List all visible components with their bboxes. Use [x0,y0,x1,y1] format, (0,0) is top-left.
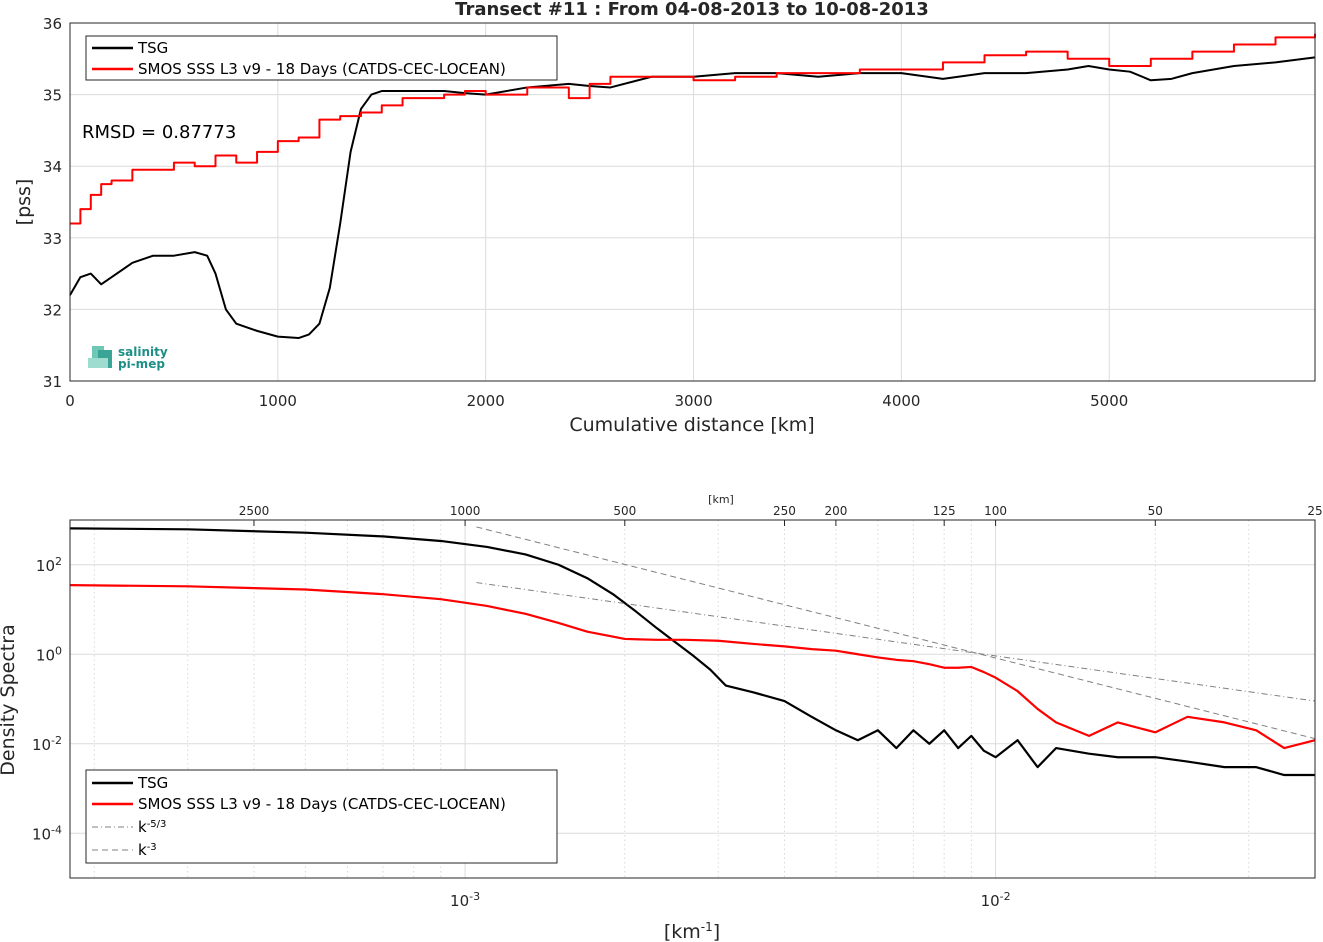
bottom-top-tick-label: 25 [1307,504,1322,518]
bottom-series-k3-line [476,526,1316,740]
top-y-tick-label: 35 [43,87,62,105]
bottom-legend-label-smos: SMOS SSS L3 v9 - 18 Days (CATDS-CEC-LOCE… [138,795,506,813]
bottom-top-tick-label: 50 [1148,504,1163,518]
salinity-transect-chart: 0 1000 2000 3000 4000 5000 31 32 33 34 35 36 Transe… [13,0,1316,436]
bottom-legend: TSG SMOS SSS L3 v9 - 18 Days (CATDS-CEC-… [85,769,558,864]
bottom-y-tick-label: 102 [36,554,62,575]
bottom-series-lines [69,526,1316,777]
bottom-top-tick-label: 100 [984,504,1007,518]
top-x-tick-label: 2000 [467,392,505,410]
bottom-legend-label-tsg: TSG [137,774,168,792]
top-x-tick-label: 3000 [674,392,712,410]
bottom-top-tick-label: 200 [824,504,847,518]
top-chart-title: Transect #11 : From 04-08-2013 to 10-08-… [455,0,929,20]
bottom-x-tick-label: 10-2 [981,890,1011,911]
bottom-y-axis-label: Density Spectra [0,624,19,775]
top-legend-label-tsg: TSG [137,39,168,57]
top-x-tick-label: 1000 [259,392,297,410]
top-y-tick-label: 31 [43,373,62,391]
bottom-x-axis-label: [km-1] [664,920,720,942]
top-y-tick-label: 36 [43,15,62,33]
bottom-top-tick-label: 500 [613,504,636,518]
bottom-top-tick-label: 1000 [450,504,481,518]
top-y-tick-label: 33 [43,230,62,248]
top-legend-label-smos: SMOS SSS L3 v9 - 18 Days (CATDS-CEC-LOCE… [138,60,506,78]
top-y-tick-label: 32 [43,301,62,319]
bottom-top-tick-label: 125 [933,504,956,518]
logo-text-salinity: salinity [118,345,168,359]
top-y-axis-label: [pss] [13,179,35,226]
bottom-x-tick-label: 10-3 [450,890,480,911]
bottom-y-tick-label: 10-2 [32,733,62,754]
top-plot-frame [69,22,1316,382]
bottom-top-tick-label: 250 [773,504,796,518]
bottom-y-tick-label: 10-4 [32,823,62,844]
bottom-y-tick-label: 100 [36,644,62,665]
salinity-pi-mep-logo: salinity pi-mep [88,345,168,371]
top-ticks: 0 1000 2000 3000 4000 5000 31 32 33 34 35 36 [43,15,1128,410]
bottom-ticks: 10-3 10-2 10-4 10-2 100 102 2500 1000 500 250 200 1… [32,504,1323,910]
top-x-axis-label: Cumulative distance [km] [569,414,814,436]
bottom-top-axis-label: [km] [708,493,734,506]
top-series-lines [69,33,1316,340]
bottom-series-tsg-line [69,527,1315,777]
density-spectra-chart: 10-3 10-2 10-4 10-2 100 102 2500 1000 500 250 200 1… [0,493,1323,942]
top-series-smos-line [70,33,1316,225]
bottom-series-smos-line [69,584,1316,750]
top-x-tick-label: 5000 [1090,392,1128,410]
logo-text-pi-mep: pi-mep [118,357,165,371]
bottom-top-tick-label: 2500 [239,504,270,518]
top-series-tsg-line [69,56,1316,340]
top-legend: TSG SMOS SSS L3 v9 - 18 Days (CATDS-CEC-… [85,35,558,81]
top-legend-box [85,35,558,81]
bottom-series-k53-line [476,582,1316,702]
top-x-tick-label: 4000 [882,392,920,410]
bottom-plot-frame [69,519,1316,879]
top-y-tick-label: 34 [43,158,62,176]
bottom-legend-box [85,769,558,864]
rmsd-annotation: RMSD = 0.87773 [82,122,236,143]
logo-mark-c [88,358,108,368]
top-x-tick-label: 0 [65,392,75,410]
